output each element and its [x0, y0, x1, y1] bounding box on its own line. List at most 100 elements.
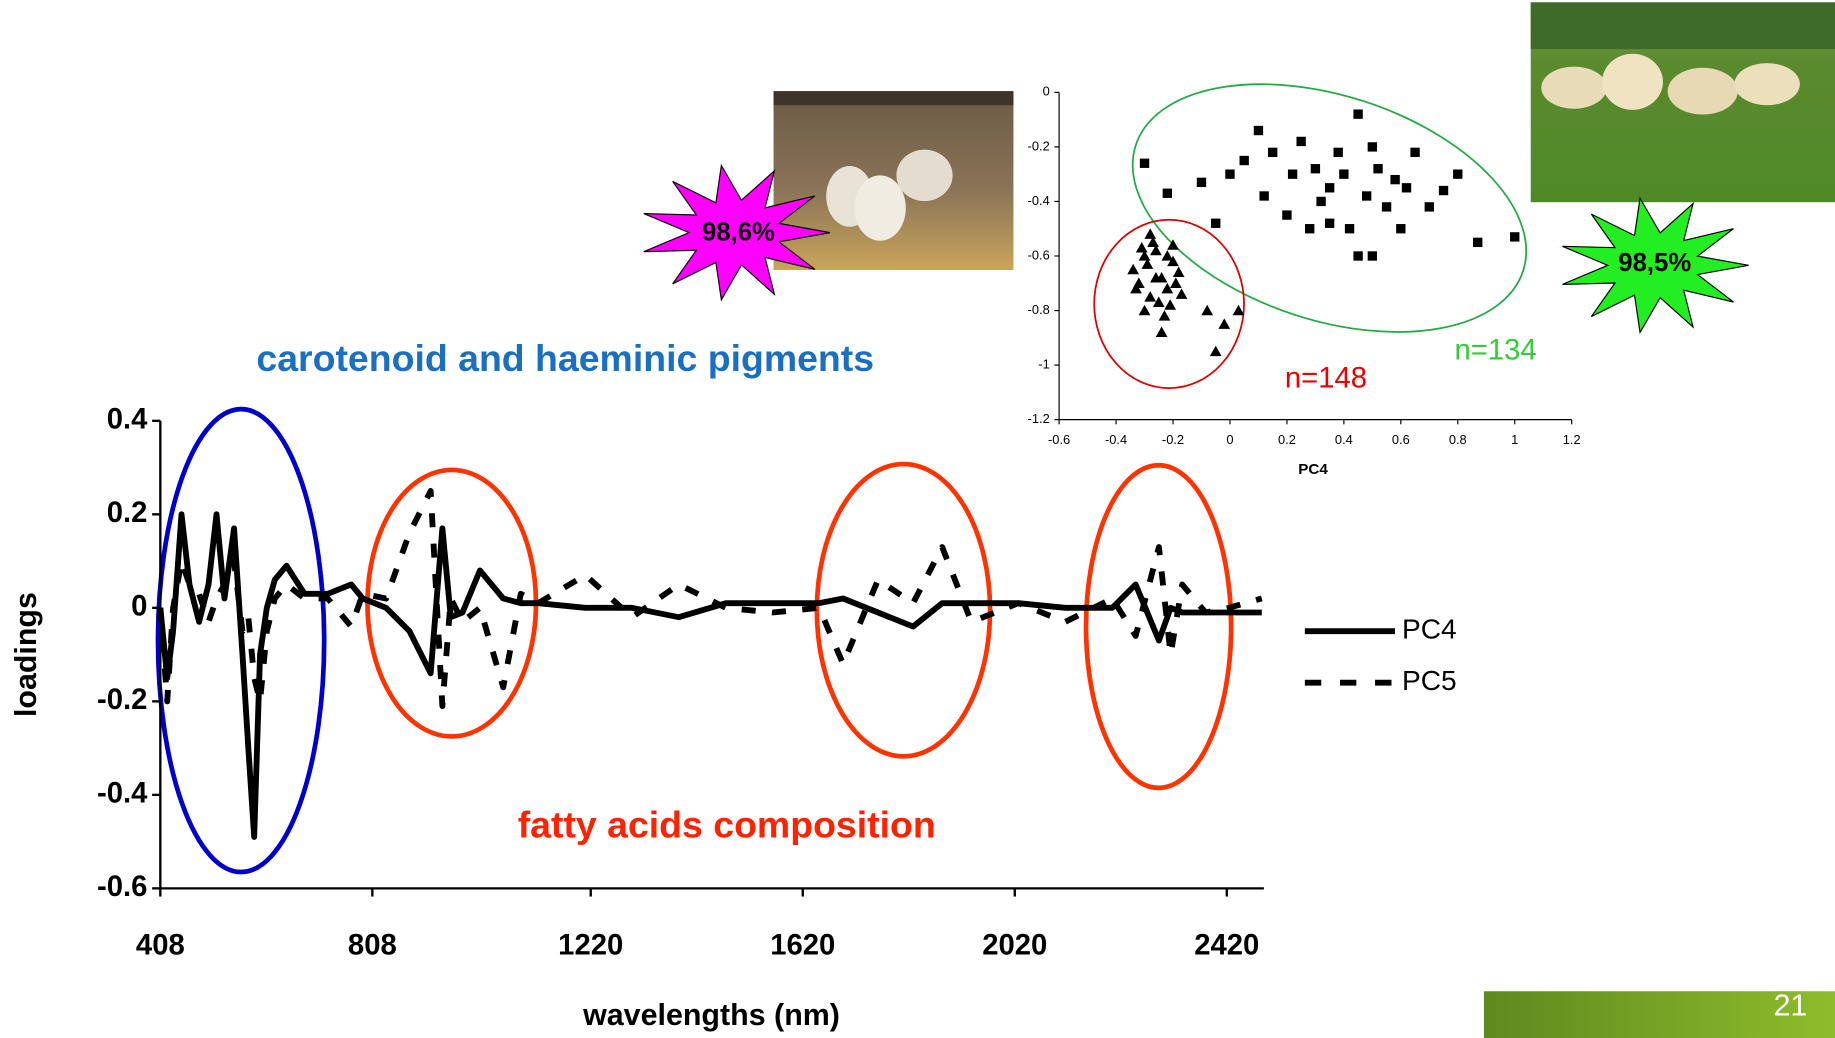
point [1339, 169, 1348, 178]
x-tick-label: -0.4 [1105, 432, 1127, 447]
y-tick-label: -1 [1038, 356, 1049, 371]
point [1159, 310, 1171, 321]
point [1218, 318, 1230, 329]
point [1201, 305, 1213, 316]
legend-label: PC4 [1402, 614, 1457, 645]
y-tick-label: -0.2 [1028, 138, 1050, 153]
x-tick-label: -0.6 [1048, 432, 1070, 447]
point [1156, 327, 1168, 338]
point [1164, 299, 1176, 310]
point [1254, 126, 1263, 135]
point [1345, 224, 1354, 233]
point [1402, 183, 1411, 192]
point [1240, 156, 1249, 165]
y-tick-label: -0.4 [97, 778, 148, 810]
annotation: n=148 [1285, 363, 1367, 395]
point [1396, 224, 1405, 233]
y-tick-label: -0.2 [97, 684, 147, 716]
point [1144, 228, 1156, 239]
point [1211, 219, 1220, 228]
point [1136, 242, 1148, 253]
x-tick-label: 2420 [1194, 930, 1259, 962]
x-tick-label: 2020 [982, 930, 1047, 962]
point [1353, 251, 1362, 260]
point [1296, 137, 1305, 146]
page: {"chart_data": [ {"type": "line", "xlabe… [0, 0, 1835, 1038]
point [1373, 164, 1382, 173]
page-number: 21 [1774, 989, 1808, 1023]
point [1305, 224, 1314, 233]
x-tick-label: 808 [348, 930, 397, 962]
point [1410, 148, 1419, 157]
y-tick-label: -0.4 [1028, 193, 1050, 208]
point [1170, 277, 1182, 288]
slide: carotenoid and haeminic pigments fatty a… [0, 0, 1835, 1038]
x-tick-label: -0.2 [1162, 432, 1184, 447]
point [1288, 169, 1297, 178]
point [1233, 305, 1245, 316]
point [1453, 169, 1462, 178]
annotation: carotenoid and haeminic pigments [256, 337, 874, 379]
point [1197, 178, 1206, 187]
point [1333, 148, 1342, 157]
point [1325, 183, 1334, 192]
y-tick-label: -0.6 [1028, 247, 1050, 262]
point [1259, 191, 1268, 200]
point [1140, 159, 1149, 168]
y-tick-label: -0.6 [97, 871, 147, 903]
photo-pasture [1531, 2, 1835, 202]
point [1473, 238, 1482, 247]
point [1176, 288, 1188, 299]
y-tick-label: 0.4 [107, 404, 148, 436]
highlight-ellipse [1086, 465, 1231, 788]
y-tick-label: 0 [1043, 84, 1050, 99]
x-tick-label: 408 [136, 930, 185, 962]
y-axis-label: loadings [9, 592, 43, 717]
point [1127, 264, 1139, 275]
x-tick-label: 0.8 [1449, 432, 1467, 447]
x-tick-label: 0.6 [1392, 432, 1410, 447]
x-tick-label: 1 [1511, 432, 1518, 447]
point [1382, 202, 1391, 211]
point [1316, 197, 1325, 206]
x-tick-label: 0.4 [1335, 432, 1353, 447]
point [1353, 109, 1362, 118]
point [1510, 232, 1519, 241]
point [1439, 186, 1448, 195]
point [1368, 251, 1377, 260]
point [1144, 291, 1156, 302]
annotation: fatty acids composition [518, 803, 936, 845]
point [1325, 219, 1334, 228]
y-tick-label: -0.8 [1028, 302, 1050, 317]
x-tick-label: 1620 [770, 930, 835, 962]
annotation: n=134 [1455, 335, 1537, 367]
x-tick-label: 0 [1226, 432, 1233, 447]
point [1225, 169, 1234, 178]
y-tick-label: 0.2 [107, 497, 148, 529]
point [1210, 346, 1222, 357]
inset-x-axis-label: PC4 [1298, 461, 1328, 478]
point [1362, 191, 1371, 200]
group-ellipse [1101, 38, 1558, 377]
point [1139, 305, 1151, 316]
y-tick-label: 0 [131, 591, 147, 623]
x-tick-label: 0.2 [1278, 432, 1296, 447]
badge-text: 98,6% [702, 219, 775, 247]
point [1173, 267, 1185, 278]
point [1311, 164, 1320, 173]
x-tick-label: 1.2 [1563, 432, 1581, 447]
point [1282, 210, 1291, 219]
point [1268, 148, 1277, 157]
point [1425, 202, 1434, 211]
badge-text: 98,5% [1618, 249, 1691, 277]
point [1390, 175, 1399, 184]
point [1161, 283, 1173, 294]
x-tick-label: 1220 [558, 930, 623, 962]
point [1163, 189, 1172, 198]
x-axis-label: wavelengths (nm) [582, 998, 840, 1032]
point [1153, 297, 1165, 308]
point [1368, 142, 1377, 151]
y-tick-label: -1.2 [1028, 411, 1050, 426]
legend-label: PC5 [1402, 665, 1457, 696]
point [1161, 250, 1173, 261]
